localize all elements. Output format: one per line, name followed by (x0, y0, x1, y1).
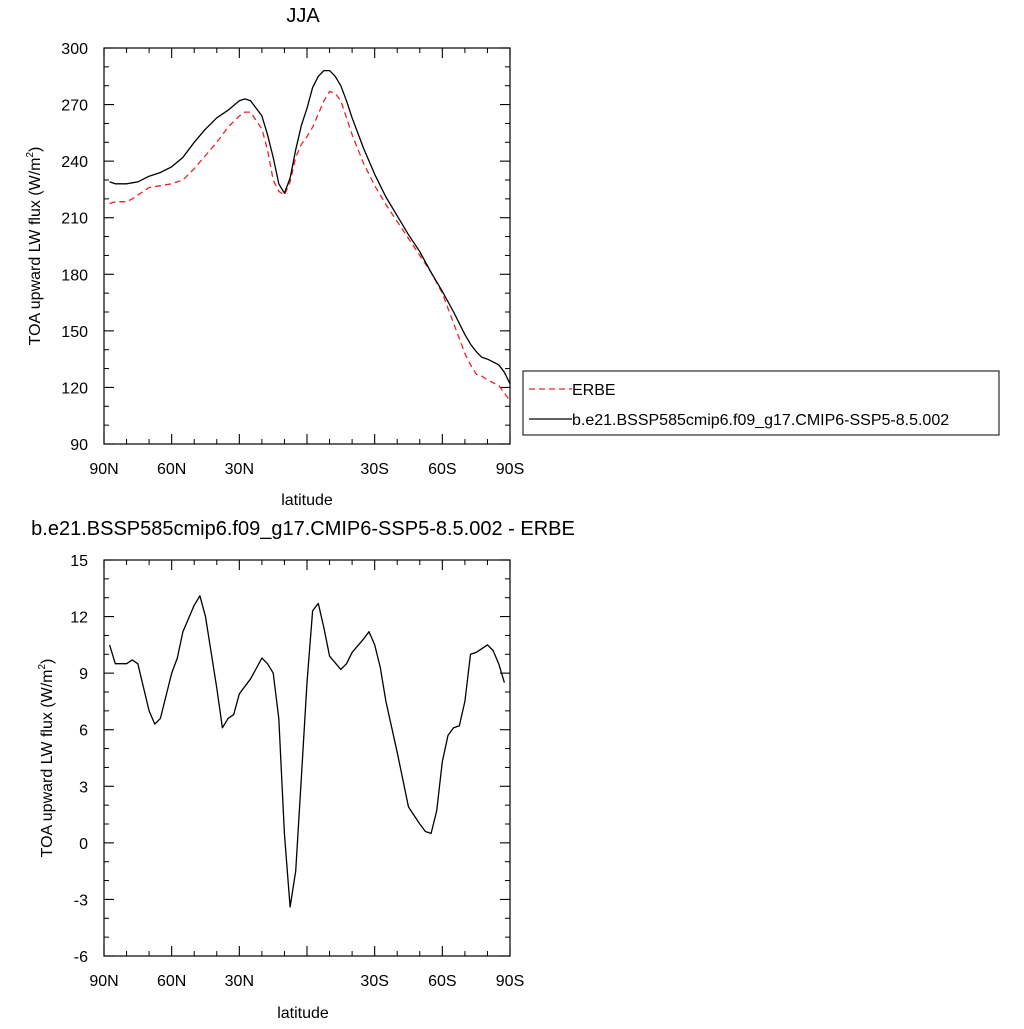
top-x-tick-label: 60S (428, 461, 456, 478)
bottom-y-tick-label: 3 (79, 779, 88, 796)
top-y-tick-label: 120 (61, 380, 88, 397)
bottom-x-tick-label: 60N (157, 973, 186, 990)
top-x-ticks: 90N 60N 30N 30S 60S 90S (89, 48, 524, 478)
top-chart-title: JJA (286, 5, 320, 27)
bottom-y-tick-label: 15 (70, 553, 88, 570)
top-series-line-model (109, 69, 511, 384)
bottom-y-tick-label: -6 (74, 949, 88, 966)
bottom-x-ticks: 90N 60N 30N 30S 60S 90S (89, 560, 524, 990)
legend-model-label: b.e21.BSSP585cmip6.f09_g17.CMIP6-SSP5-8.… (572, 412, 949, 429)
bottom-x-tick-label: 30S (360, 973, 388, 990)
top-y-tick-label: 90 (70, 437, 88, 454)
top-y-tick-label: 150 (61, 324, 88, 341)
top-x-axis-label: latitude (281, 492, 333, 509)
legend-erbe-label: ERBE (572, 382, 616, 399)
top-x-tick-label: 60N (157, 461, 186, 478)
bottom-y-axis-label: TOA upward LW flux (W/m2) (37, 659, 56, 858)
top-x-tick-label: 90S (496, 461, 524, 478)
bottom-y-tick-label: -3 (74, 892, 88, 909)
bottom-chart-title: b.e21.BSSP585cmip6.f09_g17.CMIP6-SSP5-8.… (31, 518, 575, 540)
top-y-tick-label: 240 (61, 154, 88, 171)
bottom-y-ticks: -6 -3 0 3 6 9 12 15 (70, 553, 510, 966)
bottom-y-tick-label: 0 (79, 836, 88, 853)
bottom-x-tick-label: 60S (428, 973, 456, 990)
top-y-tick-label: 270 (61, 98, 88, 115)
top-y-tick-label: 180 (61, 267, 88, 284)
legend: ERBE b.e21.BSSP585cmip6.f09_g17.CMIP6-SS… (522, 370, 1000, 436)
bottom-series-line-model (108, 595, 506, 908)
bottom-y-tick-label: 12 (70, 610, 88, 627)
top-y-tick-label: 210 (61, 211, 88, 228)
bottom-x-tick-label: 90N (89, 973, 118, 990)
bottom-x-tick-label: 30N (225, 973, 254, 990)
top-y-tick-label: 300 (61, 41, 88, 58)
bottom-x-tick-label: 90S (496, 973, 524, 990)
top-x-tick-label: 90N (89, 461, 118, 478)
top-series (109, 69, 511, 401)
bottom-plot-frame (103, 559, 511, 957)
bottom-x-axis-label: latitude (277, 1005, 329, 1022)
top-y-axis-label: TOA upward LW flux (W/m2) (25, 147, 44, 346)
bottom-y-tick-label: 6 (79, 723, 88, 740)
bottom-panel: b.e21.BSSP585cmip6.f09_g17.CMIP6-SSP5-8.… (31, 518, 575, 1022)
bottom-y-tick-label: 9 (79, 666, 88, 683)
top-y-ticks: 90 120 150 180 210 240 270 300 (61, 41, 510, 454)
bottom-series (108, 595, 506, 908)
top-x-tick-label: 30N (225, 461, 254, 478)
legend-box (522, 370, 1000, 436)
bottom-minor-ticks (104, 560, 510, 956)
top-x-tick-label: 30S (360, 461, 388, 478)
top-series-line-erbe (109, 90, 511, 401)
top-minor-ticks (104, 48, 510, 444)
top-panel: JJA 90 120 150 180 210 240 270 300 90N 60N 30N 30S… (25, 5, 1000, 509)
